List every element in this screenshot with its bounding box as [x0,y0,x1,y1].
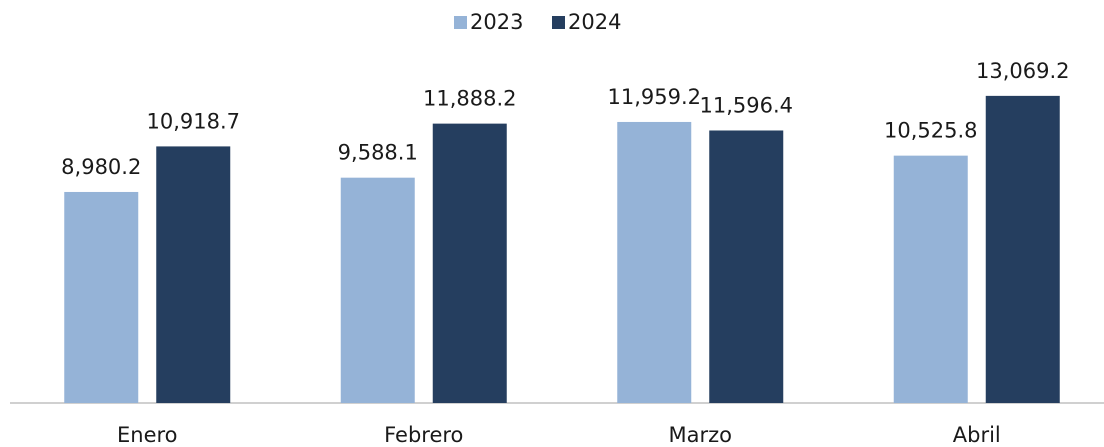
legend-label: 2024 [568,10,621,34]
bar [340,177,415,403]
value-label: 13,069.2 [976,59,1070,83]
bar [64,191,139,403]
value-label: 10,918.7 [146,109,240,133]
x-tick-label: Abril [953,423,1001,447]
value-label: 10,525.8 [884,119,978,143]
x-tick-label: Marzo [669,423,733,447]
value-label: 11,888.2 [423,87,517,111]
bar [709,130,784,403]
value-label: 8,980.2 [61,155,141,179]
bar [893,155,968,403]
legend-swatch [454,16,467,29]
value-label: 9,588.1 [338,141,418,165]
x-tick-label: Enero [117,423,178,447]
bar [156,146,231,403]
legend-label: 2023 [470,10,523,34]
x-tick-label: Febrero [384,423,463,447]
bar [432,123,507,404]
bar [617,121,692,403]
legend-swatch [552,16,565,29]
bar [985,95,1060,403]
value-label: 11,959.2 [607,85,701,109]
value-label: 11,596.4 [699,93,793,117]
